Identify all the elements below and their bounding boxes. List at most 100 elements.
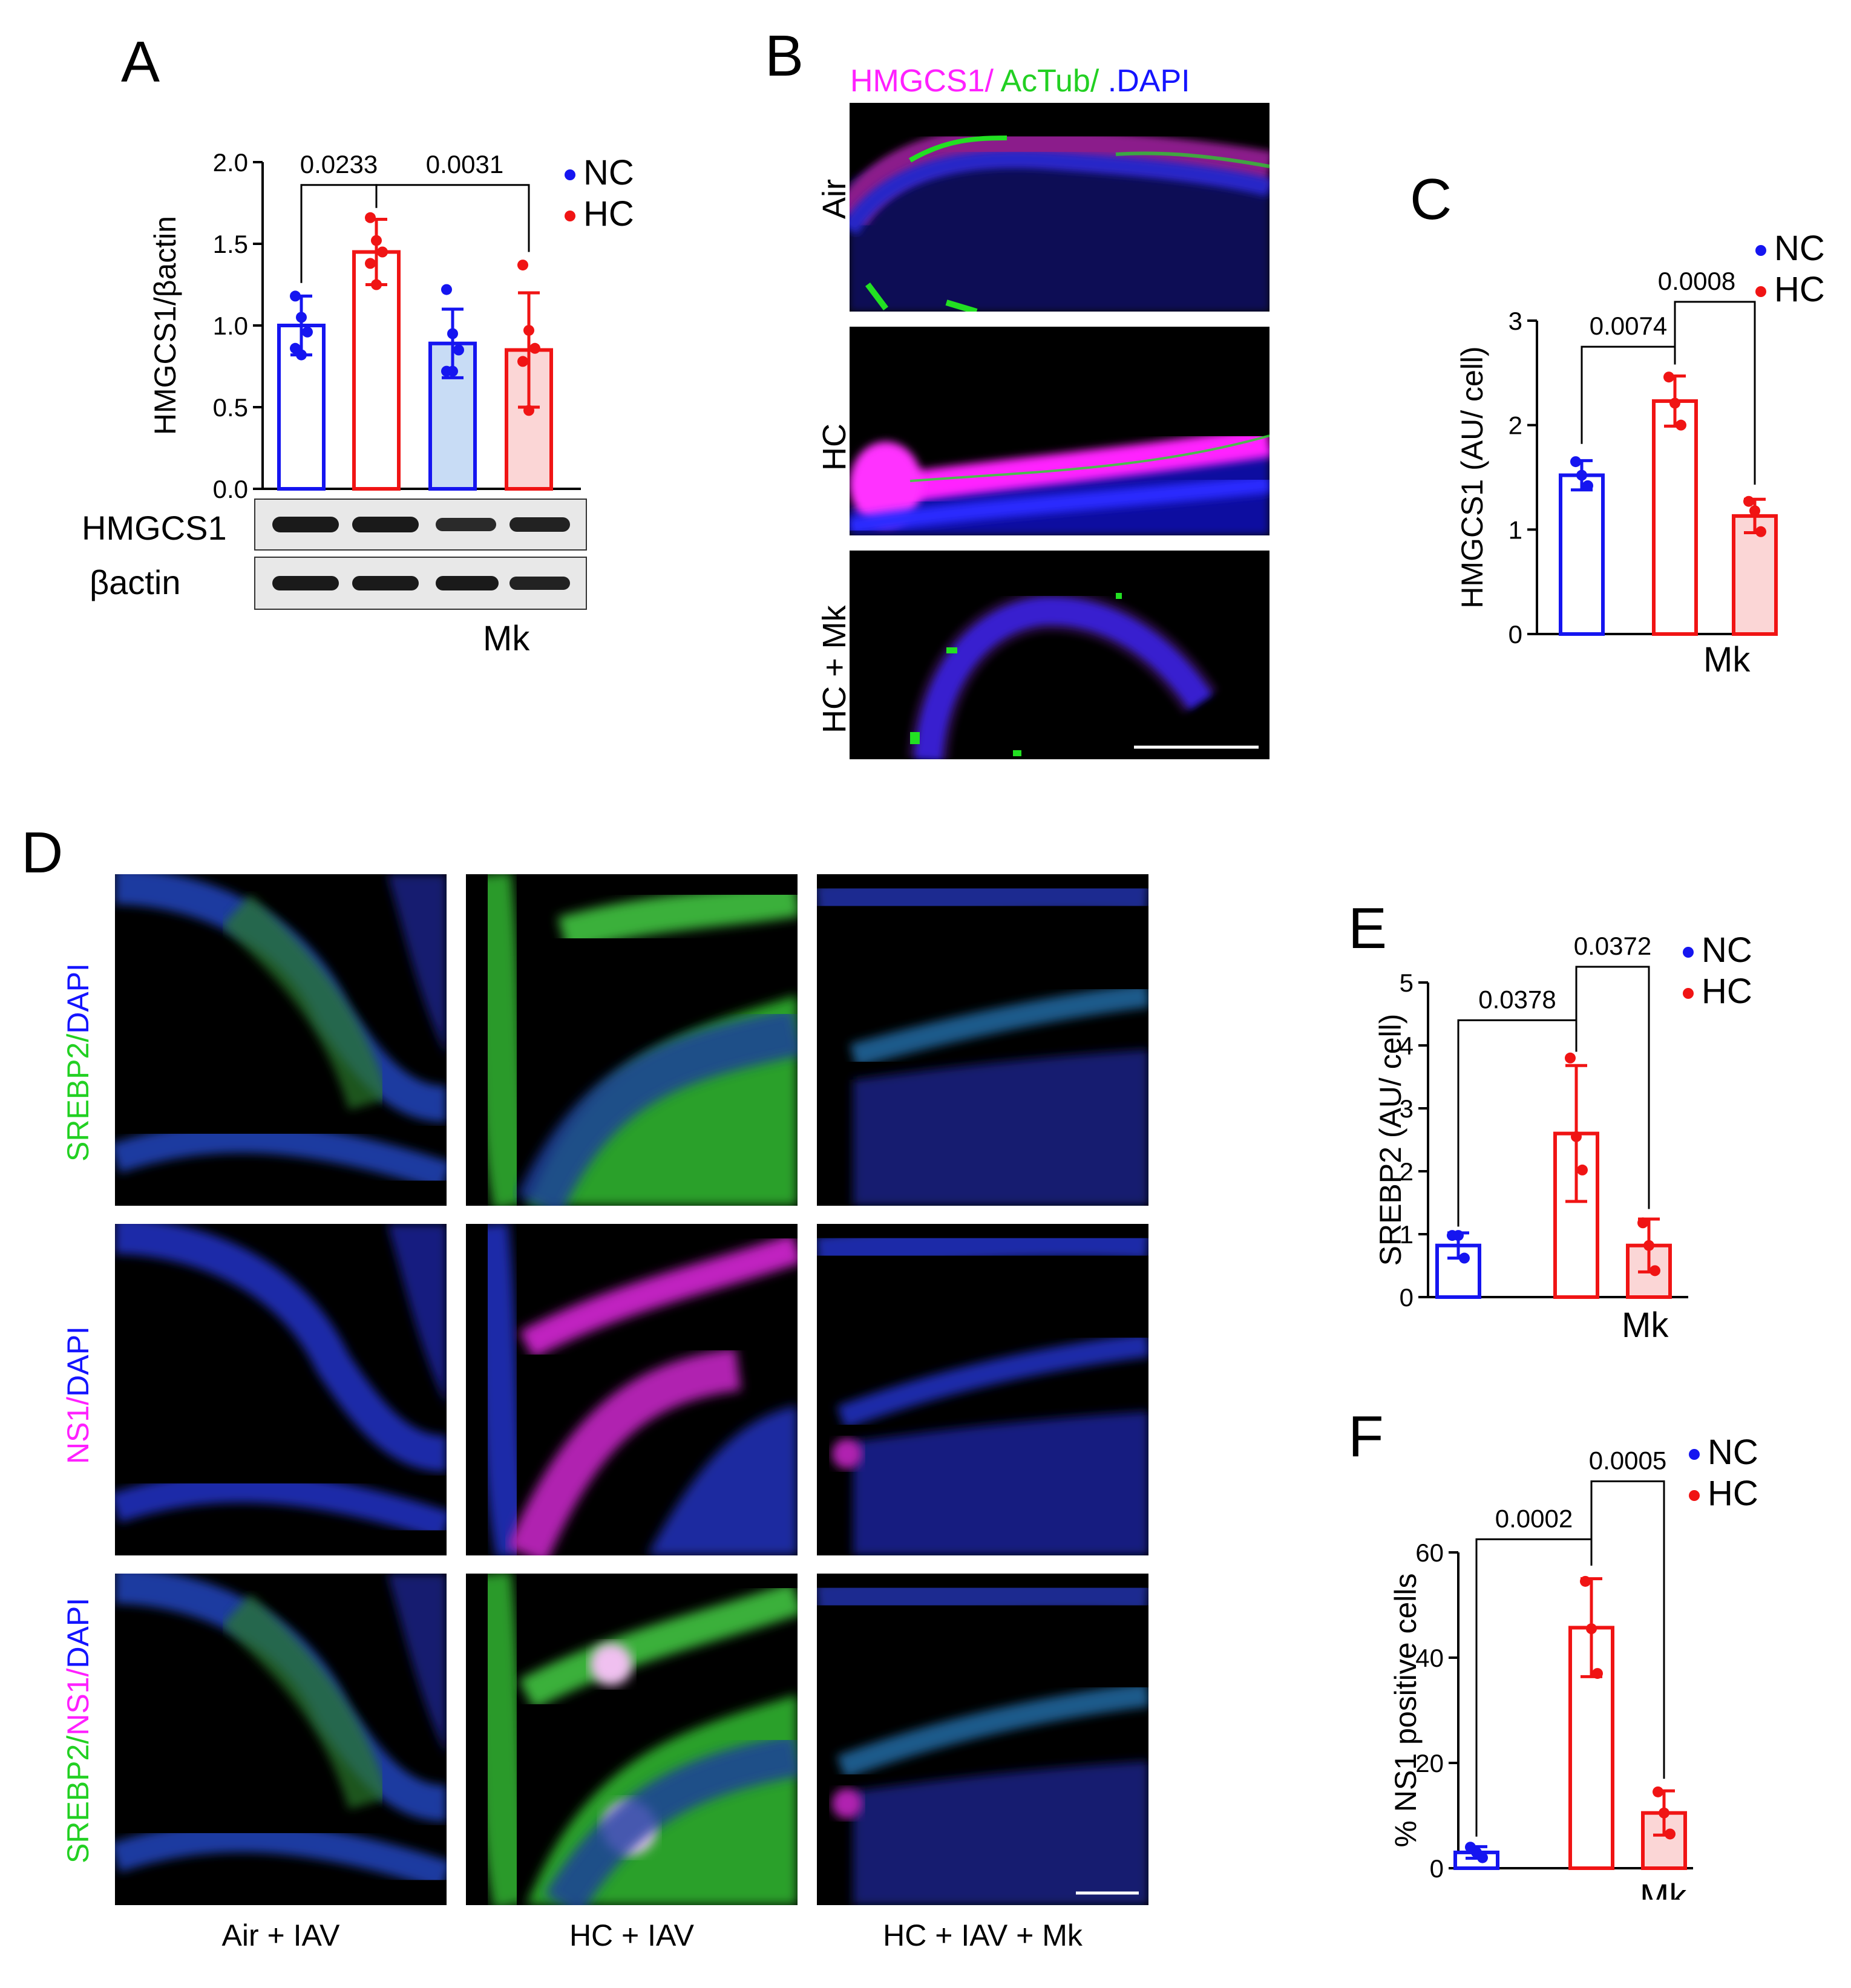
data-point [1663,371,1674,383]
stain-ns1: NS1/ [61,1396,95,1464]
col-label-hc-iav: HC + IAV [569,1918,695,1952]
row-label-air: Air [816,179,853,219]
legend-label: NC [1708,1433,1758,1472]
row-label-hc-mk: HC + Mk [816,605,853,733]
blot-band [352,517,419,532]
y-axis-label: HMGCS1/βactin [148,216,182,435]
y-axis-label: % NS1 positive cells [1389,1574,1423,1848]
chart-panel-a: 0.0 0.5 1.0 1.5 2.0 HMGCS1/βactin 0.0233 0.0031… [148,148,634,502]
p-value-label: 0.0378 [1478,985,1556,1013]
blot-band [272,517,339,532]
data-point [1637,1217,1648,1229]
data-point [1749,505,1760,517]
legend-dot [565,211,575,221]
y-tick-label: 2 [1509,411,1522,440]
y-tick-label: 3 [1400,1094,1414,1123]
micrograph-b-air-image [850,126,1269,312]
legend-dot [565,169,575,180]
data-point [296,349,307,361]
data-point [1570,456,1581,468]
data-point [1582,480,1593,491]
micrograph-image [817,874,1148,1206]
p-value-label: 0.0074 [1590,312,1667,340]
col-label-hc-iav-mk: HC + IAV + Mk [883,1918,1083,1952]
y-tick-label: 4 [1400,1032,1414,1060]
p-value-label: 0.0002 [1495,1504,1573,1532]
p-value-label: 0.0005 [1589,1447,1666,1475]
data-point [296,312,307,323]
significance-bracket [375,184,530,252]
col-label-air-iav: Air + IAV [221,1918,340,1952]
micrograph-b-hc [850,327,1269,535]
chart-panel-f: 0 20 40 60 % NS1 positive cells 0.0002 0.0005 N… [1389,1433,1758,1900]
panel-e-letter: E [1348,896,1387,961]
y-tick-label: 1 [1400,1220,1414,1249]
panel-d-letter: D [21,820,64,885]
legend-label: NC [583,153,634,192]
y-tick-label: 0 [1400,1283,1414,1312]
micrograph-b-hc-image [850,427,1269,535]
data-point [529,342,540,354]
y-tick-label: 0 [1509,620,1522,649]
y-tick-label: 1.5 [213,230,248,258]
blot-band [509,577,570,590]
y-tick-label: 1.0 [213,312,248,340]
data-point [1453,1230,1464,1241]
micrograph-d-hc-merge [466,1574,798,1905]
micrograph-d-air-ns1 [115,1224,447,1555]
panel-f-letter: F [1348,1404,1384,1469]
data-point [1580,1575,1591,1587]
data-point [1653,1786,1663,1797]
y-tick-label: 60 [1415,1538,1444,1567]
data-point [1477,1852,1488,1863]
data-point [523,325,534,336]
blot-band [352,576,419,590]
stain-srebp2: SREBP2/ [61,1735,95,1863]
y-tick-label: 20 [1415,1749,1444,1777]
p-value-label: 0.0372 [1574,932,1651,960]
p-value-label: 0.0031 [426,150,503,178]
data-point [1665,1828,1676,1840]
data-point [441,284,452,295]
y-tick-label: 3 [1509,307,1522,335]
blot-bactin-strip [254,557,587,610]
y-tick-label: 5 [1400,969,1414,997]
blot-hmgcs1-strip [254,499,587,551]
bar [352,250,401,491]
y-axis-label: SREBP2 (AU/ cell) [1374,1014,1407,1266]
data-point [447,365,458,377]
micrograph-d-hcmk-srebp2 [817,874,1148,1206]
micrograph-d-air-merge [115,1574,447,1905]
micrograph-image [469,1574,798,1905]
data-point [1743,495,1754,507]
blot-bactin-label: βactin [90,563,181,601]
legend-dot [1755,286,1766,297]
data-point [302,326,313,338]
data-point [1459,1252,1470,1264]
legend-dot [1755,245,1766,256]
legend-label: NC [1702,930,1752,970]
panel-b-title: HMGCS1/ AcTub/ .DAPI [850,63,1190,99]
data-point [1576,469,1587,481]
blot-hmgcs1-label: HMGCS1 [82,509,227,547]
bar [1559,473,1605,636]
micrograph-image [817,1224,1148,1555]
micrograph-image [472,1224,798,1555]
micrograph-image [115,874,447,1191]
micrograph-b-air [850,103,1269,312]
micrograph-image [817,1574,1148,1905]
data-point [1586,1623,1597,1635]
stain-actub: AcTub/ [1000,64,1099,99]
blot-band [272,576,339,590]
micrograph-image [469,874,798,1206]
micrograph-d-hcmk-merge [817,1574,1148,1905]
legend-dot [1683,988,1694,999]
significance-bracket [1590,1480,1665,1779]
data-point [365,212,376,223]
micrograph-d-hc-ns1 [466,1224,798,1555]
y-tick-label: 1 [1509,515,1522,544]
significance-bracket [1575,966,1650,1209]
legend-label: NC [1774,229,1825,268]
